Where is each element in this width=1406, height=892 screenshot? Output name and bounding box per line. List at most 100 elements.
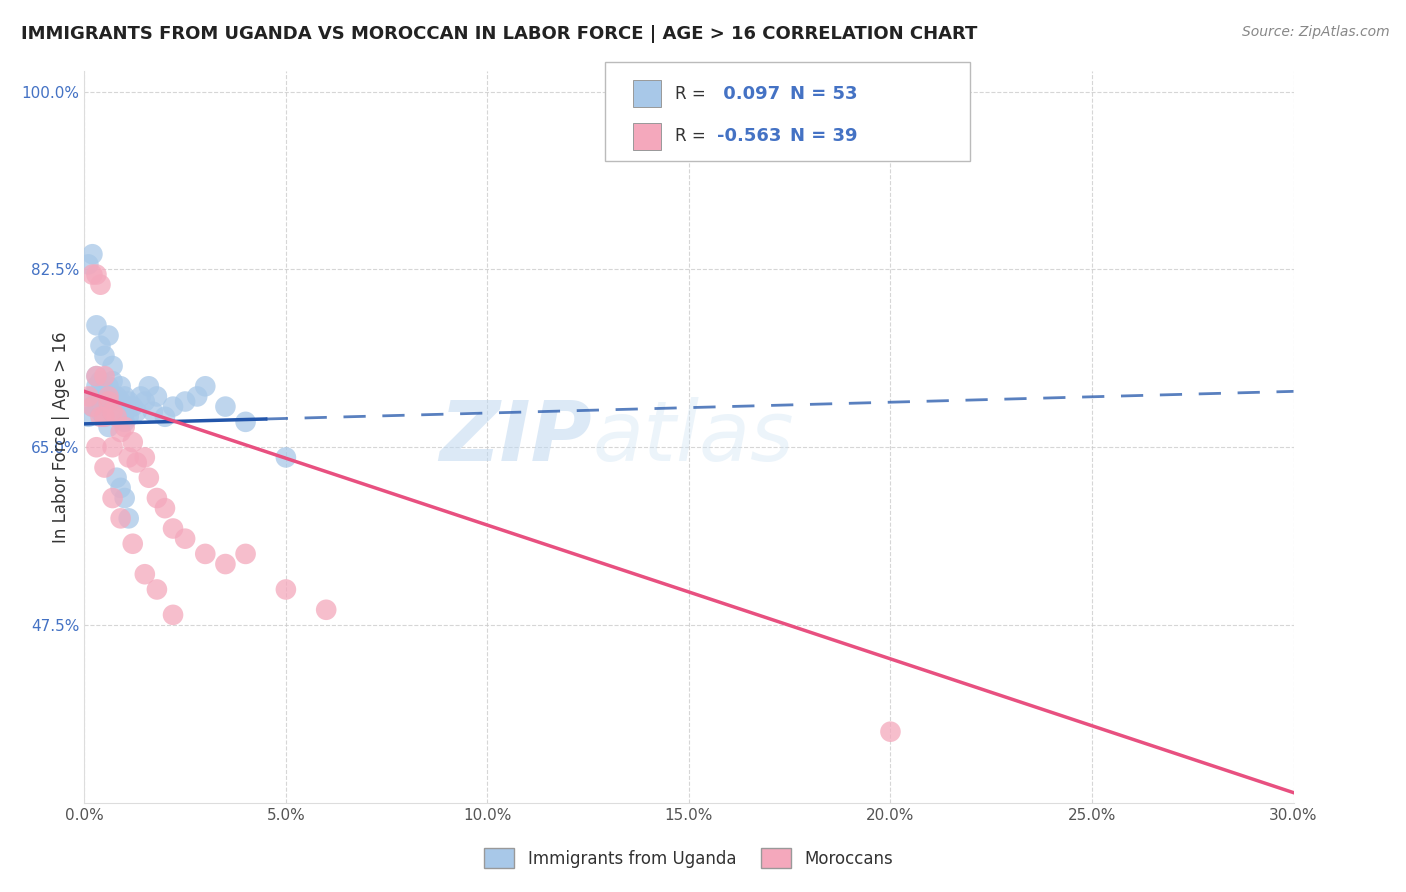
Point [174, 532, 197, 546]
Text: R =: R = [675, 128, 706, 145]
Point [142, 405, 165, 419]
Point [153, 501, 176, 516]
Point [77, 257, 100, 271]
Point [138, 471, 160, 485]
Point [110, 481, 132, 495]
Point [129, 389, 152, 403]
Y-axis label: In Labor Force | Age > 16: In Labor Force | Age > 16 [52, 331, 70, 543]
Point [82, 268, 104, 282]
Point [146, 582, 169, 597]
Point [101, 405, 124, 419]
Point [110, 511, 132, 525]
Point [110, 425, 132, 439]
Point [274, 450, 297, 465]
Text: atlas: atlas [592, 397, 794, 477]
Point [162, 607, 184, 622]
Text: N = 53: N = 53 [790, 85, 858, 103]
Point [86, 268, 108, 282]
Point [101, 440, 124, 454]
Text: -0.563: -0.563 [717, 128, 782, 145]
Point [134, 394, 156, 409]
Point [118, 450, 141, 465]
Point [114, 420, 136, 434]
Point [114, 415, 136, 429]
Point [879, 724, 901, 739]
Point [86, 318, 108, 333]
Point [162, 400, 184, 414]
Point [315, 603, 337, 617]
Legend: Immigrants from Uganda, Moroccans: Immigrants from Uganda, Moroccans [478, 841, 900, 875]
Point [134, 567, 156, 582]
Text: IMMIGRANTS FROM UGANDA VS MOROCCAN IN LABOR FORCE | AGE > 16 CORRELATION CHART: IMMIGRANTS FROM UGANDA VS MOROCCAN IN LA… [21, 25, 977, 43]
Point [86, 379, 108, 393]
Point [235, 415, 257, 429]
Point [105, 409, 128, 424]
Point [82, 400, 104, 414]
Point [93, 369, 115, 384]
Point [77, 389, 100, 403]
Point [118, 409, 141, 424]
Point [118, 511, 141, 525]
Point [194, 547, 217, 561]
Point [101, 405, 124, 419]
Point [77, 409, 100, 424]
Point [138, 379, 160, 393]
Point [89, 338, 111, 352]
Point [86, 369, 108, 384]
Point [89, 374, 111, 388]
Point [82, 400, 104, 414]
Point [97, 394, 120, 409]
Point [86, 394, 108, 409]
Point [162, 521, 184, 535]
Point [86, 369, 108, 384]
Point [118, 394, 141, 409]
Point [153, 409, 176, 424]
Point [146, 389, 169, 403]
Point [105, 409, 128, 424]
Point [110, 379, 132, 393]
Point [114, 405, 136, 419]
Point [110, 394, 132, 409]
Point [93, 409, 115, 424]
Point [89, 389, 111, 403]
Point [101, 389, 124, 403]
Point [93, 460, 115, 475]
Point [93, 400, 115, 414]
Point [82, 247, 104, 261]
Point [101, 374, 124, 388]
Point [214, 400, 236, 414]
Point [121, 435, 143, 450]
Point [89, 405, 111, 419]
Point [125, 405, 148, 419]
Point [114, 491, 136, 505]
Point [134, 450, 156, 465]
Point [121, 537, 143, 551]
Point [86, 440, 108, 454]
Point [97, 389, 120, 403]
Point [125, 455, 148, 469]
Text: N = 39: N = 39 [790, 128, 858, 145]
Point [93, 384, 115, 399]
Point [174, 394, 197, 409]
Point [186, 389, 208, 403]
Point [235, 547, 257, 561]
Text: R =: R = [675, 85, 706, 103]
Point [194, 379, 217, 393]
Text: 0.097: 0.097 [717, 85, 780, 103]
Point [105, 471, 128, 485]
Point [97, 394, 120, 409]
Text: Source: ZipAtlas.com: Source: ZipAtlas.com [1241, 25, 1389, 39]
Point [146, 491, 169, 505]
Point [121, 400, 143, 414]
Point [93, 409, 115, 424]
Point [82, 389, 104, 403]
Text: ZIP: ZIP [440, 397, 592, 477]
Point [97, 379, 120, 393]
Point [101, 359, 124, 373]
Point [89, 409, 111, 424]
Point [97, 328, 120, 343]
Point [114, 389, 136, 403]
Point [101, 491, 124, 505]
Point [89, 277, 111, 292]
Point [274, 582, 297, 597]
